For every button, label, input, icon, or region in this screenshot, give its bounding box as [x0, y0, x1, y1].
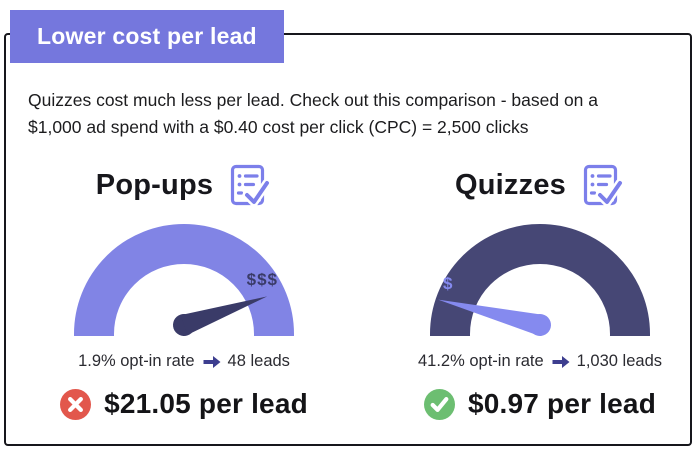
gauge-needle-icon — [432, 287, 554, 339]
checklist-icon — [579, 162, 625, 208]
leads-text: 1,030 leads — [576, 352, 662, 371]
card: Quizzes cost much less per lead. Check o… — [4, 33, 692, 446]
check-circle-icon — [423, 388, 455, 420]
opt-in-rate-text: 1.9% opt-in rate — [78, 352, 195, 371]
arrow-right-icon — [551, 355, 570, 369]
quizzes-title: Quizzes — [455, 168, 566, 201]
popups-header: Pop-ups — [96, 161, 272, 209]
title-badge-label: Lower cost per lead — [37, 23, 257, 49]
quizzes-header: Quizzes — [455, 161, 625, 209]
cross-circle-icon — [60, 388, 92, 420]
intro-text: Quizzes cost much less per lead. Check o… — [28, 90, 598, 138]
quizzes-column: Quizzes — [390, 161, 690, 420]
opt-in-rate-text: 41.2% opt-in rate — [418, 352, 544, 371]
popups-column: Pop-ups — [34, 161, 334, 420]
title-badge: Lower cost per lead — [10, 10, 284, 63]
checklist-icon — [226, 162, 272, 208]
popups-stats: 1.9% opt-in rate 48 leads — [78, 352, 290, 371]
gauge-needle-icon — [169, 284, 275, 341]
gauge-arc — [74, 224, 294, 337]
popups-title: Pop-ups — [95, 168, 214, 201]
quizzes-price-row: $0.97 per lead — [423, 388, 657, 420]
gauge-cost-label: $$$ — [246, 270, 278, 290]
arrow-right-icon — [202, 355, 221, 369]
leads-text: 48 leads — [227, 352, 290, 371]
quizzes-gauge: $ — [430, 224, 650, 339]
comparison-columns: Pop-ups — [6, 161, 690, 420]
gauge-cost-label: $ — [443, 274, 454, 294]
gauge-arc — [430, 224, 650, 337]
popups-gauge: $$$ — [74, 224, 294, 337]
quizzes-stats: 41.2% opt-in rate 1,030 leads — [418, 352, 662, 371]
popups-price-row: $21.05 per lead — [60, 388, 308, 420]
cost-per-lead-text: $0.97 per lead — [467, 388, 657, 420]
cost-per-lead-text: $21.05 per lead — [104, 388, 308, 420]
